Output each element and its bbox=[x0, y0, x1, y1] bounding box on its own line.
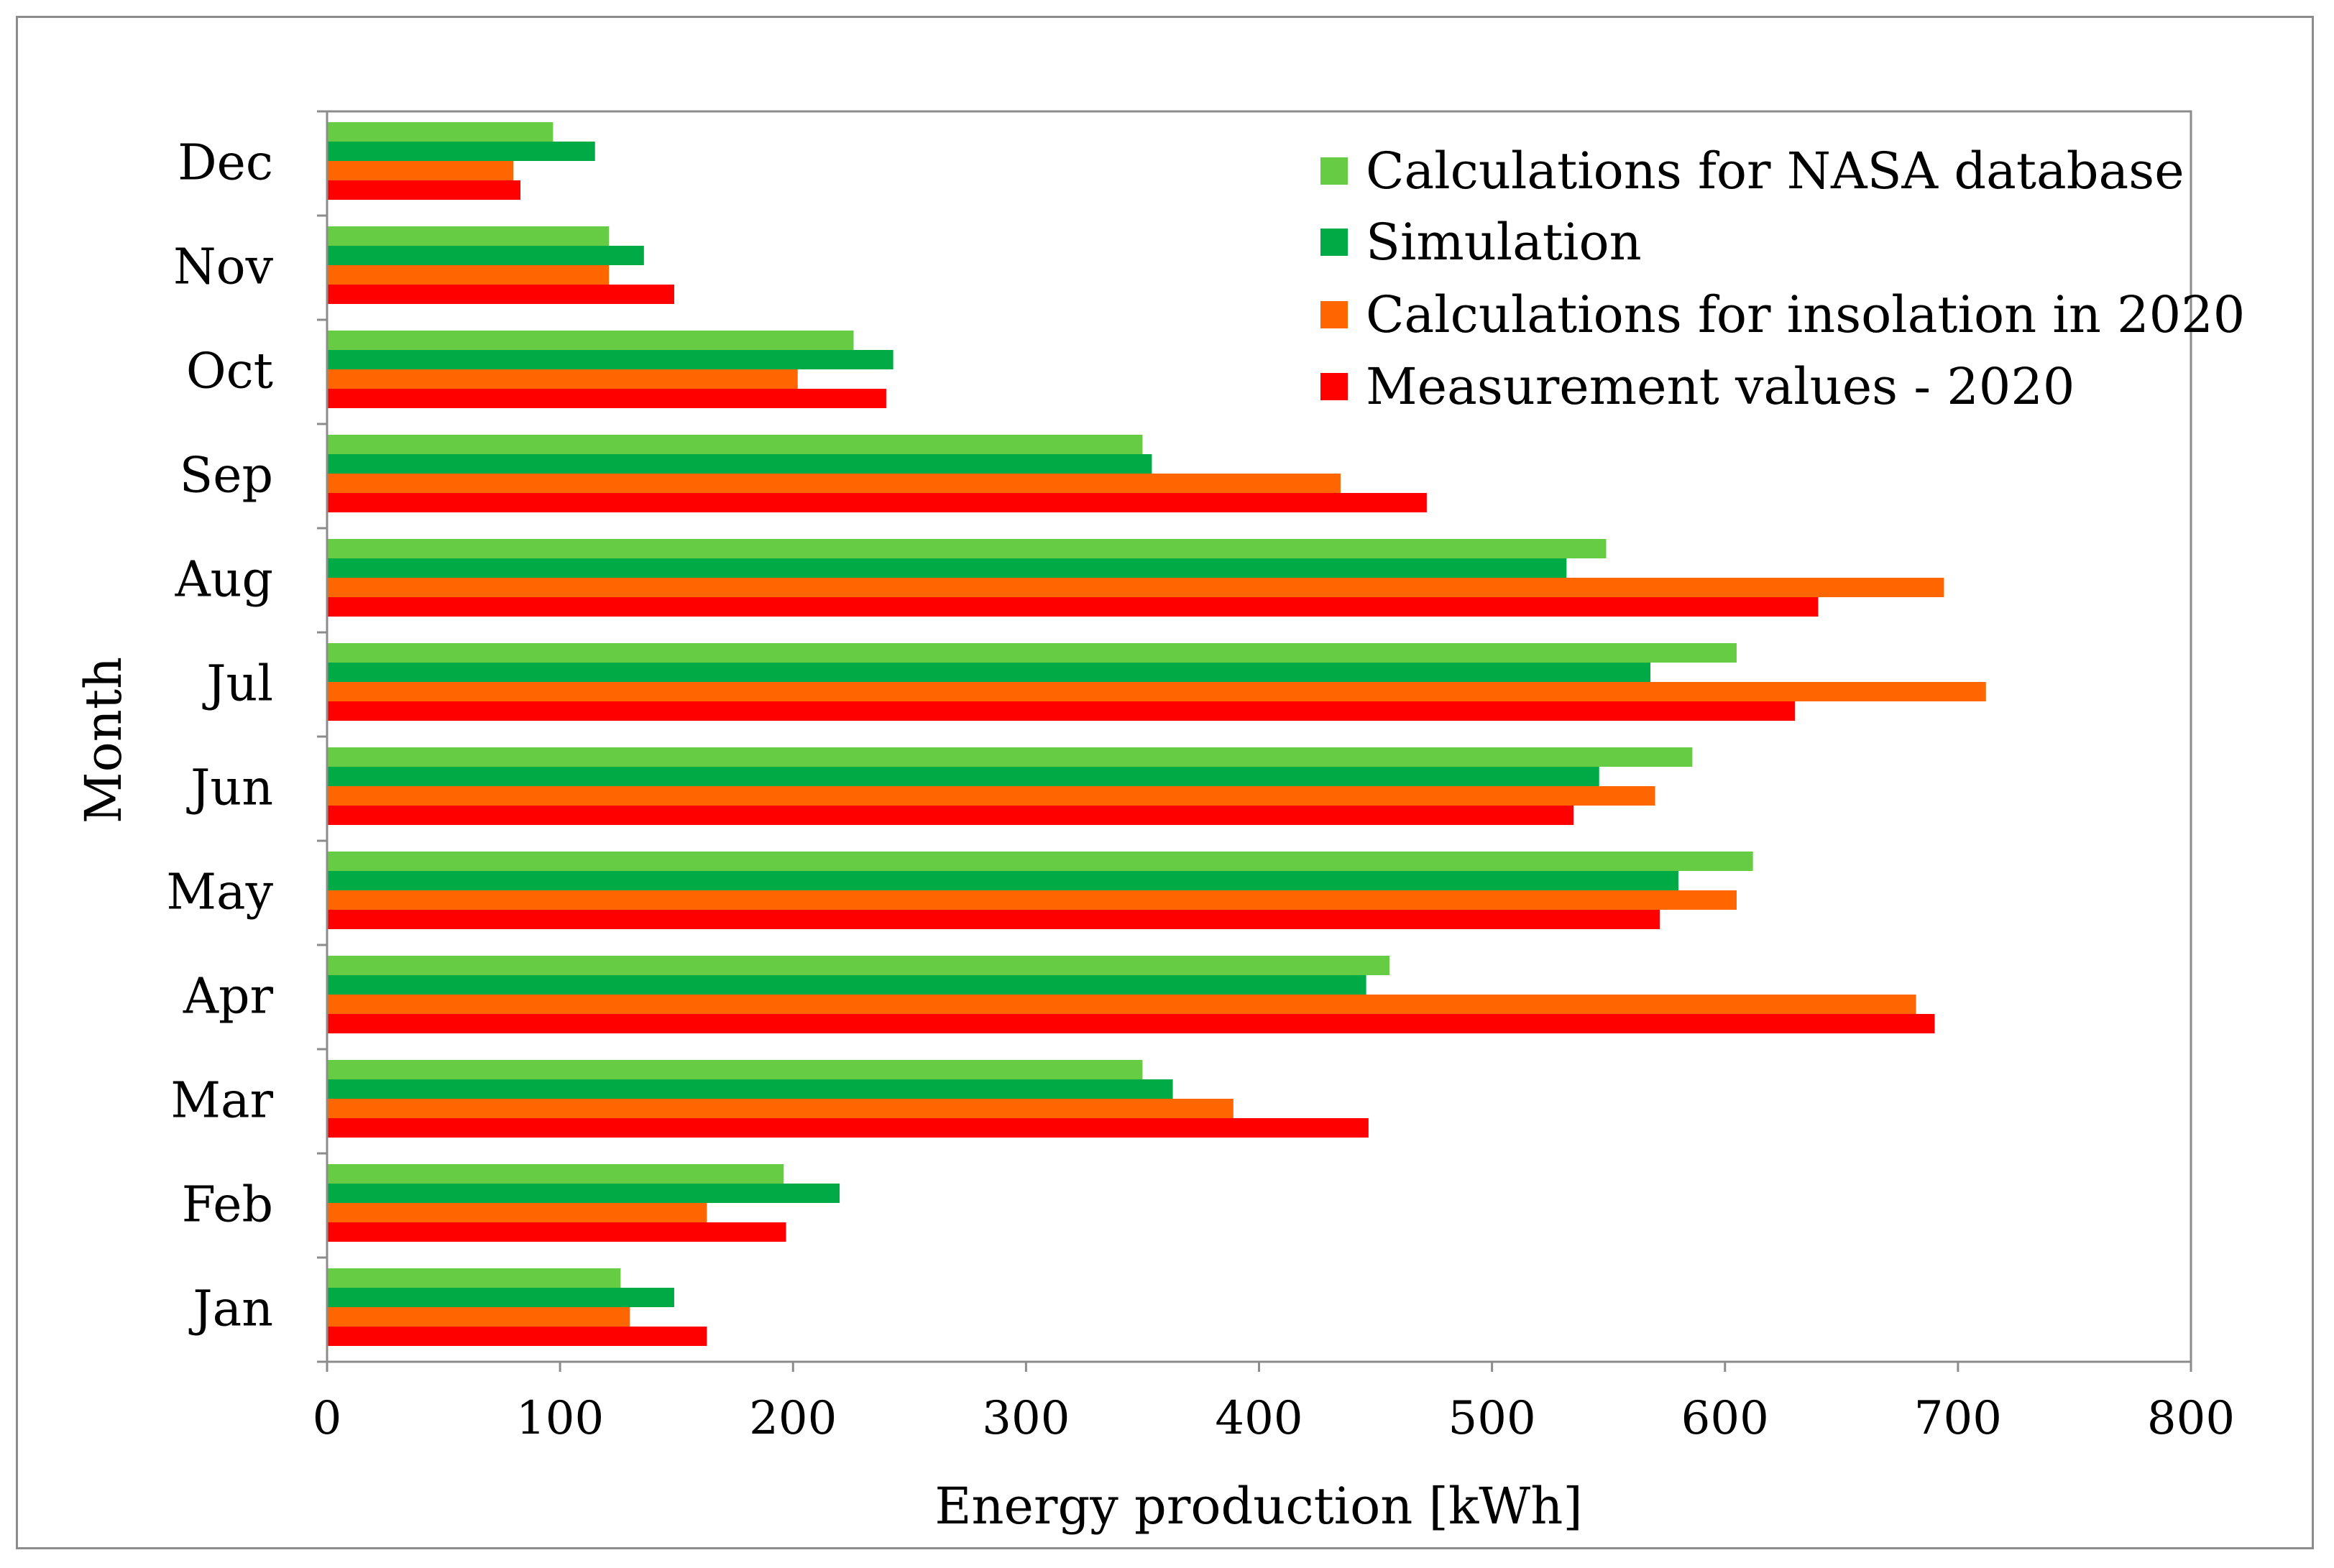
y-tick-label-sep: Sep bbox=[180, 448, 273, 504]
y-axis-title: Month bbox=[74, 657, 133, 824]
bar-apr-series-2 bbox=[327, 995, 1916, 1014]
y-tick-label-jun: Jun bbox=[186, 760, 273, 817]
x-tick-label-200: 200 bbox=[749, 1392, 837, 1445]
bar-oct-series-3 bbox=[327, 389, 886, 408]
bar-oct-series-1 bbox=[327, 350, 893, 369]
legend-swatch-nasa bbox=[1320, 157, 1348, 185]
bar-feb-series-0 bbox=[327, 1164, 784, 1184]
bar-nov-series-3 bbox=[327, 285, 674, 304]
y-tick-label-jan: Jan bbox=[188, 1281, 273, 1338]
legend-swatch-measurement bbox=[1320, 373, 1348, 400]
bar-aug-series-3 bbox=[327, 597, 1819, 617]
x-tick-label-700: 700 bbox=[1914, 1392, 2002, 1445]
bar-mar-series-3 bbox=[327, 1118, 1369, 1138]
legend-label-nasa: Calculations for NASA database bbox=[1366, 142, 2184, 200]
bar-jul-series-2 bbox=[327, 682, 1986, 701]
legend-swatch-simulation bbox=[1320, 229, 1348, 256]
bar-sep-series-1 bbox=[327, 454, 1152, 474]
bar-jan-series-2 bbox=[327, 1307, 630, 1327]
bar-mar-series-1 bbox=[327, 1079, 1173, 1099]
y-tick-label-dec: Dec bbox=[178, 135, 273, 192]
bar-dec-series-2 bbox=[327, 161, 514, 180]
bar-nov-series-2 bbox=[327, 265, 610, 285]
bar-feb-series-1 bbox=[327, 1184, 840, 1203]
bar-aug-series-1 bbox=[327, 558, 1567, 578]
legend: Calculations for NASA database Simulatio… bbox=[1320, 142, 2245, 416]
x-tick-label-600: 600 bbox=[1681, 1392, 1769, 1445]
y-tick-label-oct: Oct bbox=[186, 343, 273, 400]
bar-may-series-3 bbox=[327, 910, 1660, 929]
bar-apr-series-3 bbox=[327, 1014, 1935, 1033]
bar-aug-series-2 bbox=[327, 578, 1944, 597]
x-tick-label-300: 300 bbox=[982, 1392, 1070, 1445]
y-tick-label-apr: Apr bbox=[183, 969, 274, 1025]
bar-jun-series-1 bbox=[327, 767, 1599, 786]
bar-apr-series-0 bbox=[327, 956, 1390, 975]
bar-dec-series-0 bbox=[327, 122, 553, 142]
legend-label-measurement: Measurement values - 2020 bbox=[1366, 357, 2075, 416]
bar-sep-series-2 bbox=[327, 474, 1341, 493]
x-tick-label-400: 400 bbox=[1215, 1392, 1302, 1445]
x-tick-label-100: 100 bbox=[516, 1392, 604, 1445]
bar-aug-series-0 bbox=[327, 539, 1607, 558]
legend-label-simulation: Simulation bbox=[1366, 213, 1642, 272]
bar-jun-series-0 bbox=[327, 747, 1693, 767]
bar-mar-series-2 bbox=[327, 1099, 1233, 1118]
y-tick-label-jul: Jul bbox=[202, 656, 273, 713]
x-tick-label-800: 800 bbox=[2147, 1392, 2235, 1445]
bar-may-series-2 bbox=[327, 890, 1737, 910]
plot-area bbox=[326, 110, 2192, 1363]
bar-jan-series-3 bbox=[327, 1327, 707, 1346]
legend-label-insolation: Calculations for insolation in 2020 bbox=[1366, 285, 2245, 344]
bar-jun-series-3 bbox=[327, 806, 1574, 825]
x-tick-label-0: 0 bbox=[313, 1392, 342, 1445]
y-tick-label-may: May bbox=[166, 864, 273, 921]
bar-oct-series-0 bbox=[327, 331, 854, 350]
bar-may-series-0 bbox=[327, 852, 1753, 871]
bar-apr-series-1 bbox=[327, 975, 1366, 995]
bar-dec-series-1 bbox=[327, 142, 595, 161]
y-tick-label-feb: Feb bbox=[182, 1177, 273, 1234]
x-tick-label-500: 500 bbox=[1448, 1392, 1536, 1445]
y-tick-label-mar: Mar bbox=[170, 1073, 273, 1130]
bar-jul-series-0 bbox=[327, 643, 1737, 663]
bar-may-series-1 bbox=[327, 871, 1678, 890]
bar-dec-series-3 bbox=[327, 180, 521, 200]
bar-sep-series-0 bbox=[327, 435, 1143, 454]
bar-feb-series-3 bbox=[327, 1222, 786, 1242]
bar-feb-series-2 bbox=[327, 1203, 707, 1222]
bar-sep-series-3 bbox=[327, 493, 1427, 512]
x-axis-title: Energy production [kWh] bbox=[934, 1477, 1582, 1536]
bar-oct-series-2 bbox=[327, 369, 798, 389]
y-tick-label-nov: Nov bbox=[173, 239, 273, 296]
bar-nov-series-0 bbox=[327, 226, 610, 246]
bar-nov-series-1 bbox=[327, 246, 644, 265]
y-tick-label-aug: Aug bbox=[175, 552, 273, 609]
legend-swatch-insolation bbox=[1320, 301, 1348, 328]
bar-jul-series-1 bbox=[327, 663, 1651, 682]
bar-mar-series-0 bbox=[327, 1060, 1143, 1079]
bar-jan-series-0 bbox=[327, 1268, 621, 1288]
bar-jul-series-3 bbox=[327, 701, 1795, 721]
bar-jun-series-2 bbox=[327, 786, 1655, 806]
bar-jan-series-1 bbox=[327, 1288, 674, 1307]
